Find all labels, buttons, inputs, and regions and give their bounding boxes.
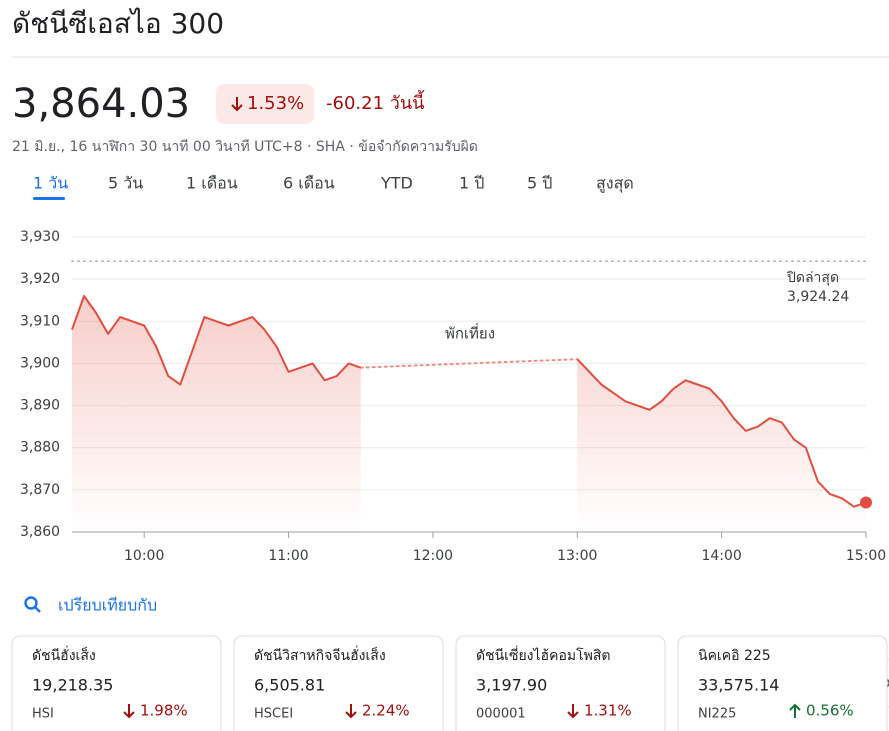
price-line (71, 295, 867, 508)
card-frame (233, 635, 444, 731)
compare-card[interactable]: ดัชนีเซี่ยงไฮ้คอมโพสิต 3,197.90 000001 1.31… (455, 635, 666, 731)
range-tab[interactable]: 5 ปี (527, 174, 552, 193)
last-point (860, 496, 872, 509)
price: 3,864.03 (12, 81, 190, 127)
change-arrow (231, 97, 243, 112)
x-tick-label: 12:00 (413, 548, 453, 564)
previous-close-label: ปิดล่าสุด (787, 270, 840, 286)
card-symbol: HSCEI (254, 707, 293, 722)
card-value: 3,197.90 (476, 676, 547, 695)
compare-card[interactable]: ดัชนีวิสาหกิจจีนฮั่งเส็ง 6,505.81 HSCEI 2.2… (233, 635, 444, 731)
lunch-annotation: พักเที่ยง (445, 323, 495, 343)
range-tab[interactable]: 1 เดือน (186, 174, 238, 193)
card-value: 19,218.35 (32, 676, 113, 695)
y-tick-label: 3,930 (20, 229, 60, 245)
card-symbol: NI225 (698, 707, 736, 722)
range-tab[interactable]: YTD (380, 174, 413, 193)
card-change: 1.31% (584, 702, 632, 720)
x-tick-label: 11:00 (268, 548, 308, 564)
x-tick-label: 15:00 (846, 548, 886, 564)
range-tab[interactable]: 6 เดือน (283, 174, 335, 193)
card-arrow (345, 704, 357, 719)
range-tab[interactable]: 5 วัน (108, 174, 143, 193)
card-frame (677, 635, 888, 731)
range-tab[interactable]: 1 ปี (459, 174, 484, 193)
previous-close-value: 3,924.24 (787, 289, 849, 305)
page-title: ดัชนีซีเอสไอ 300 (12, 7, 224, 40)
change-percent: 1.53% (247, 93, 304, 114)
y-tick-label: 3,880 (20, 440, 60, 456)
compare-card[interactable]: นิคเคอิ 225 33,575.14 NI225 0.56% (677, 635, 888, 731)
range-tab[interactable]: สูงสุด (596, 174, 634, 194)
card-value: 33,575.14 (698, 676, 779, 695)
card-name: ดัชนีเซี่ยงไฮ้คอมโพสิต (476, 646, 610, 664)
search-icon[interactable] (24, 596, 41, 613)
tab-underline (33, 197, 65, 200)
card-frame (11, 635, 222, 731)
card-change: 1.98% (140, 702, 188, 720)
area (72, 296, 866, 532)
y-tick-label: 3,890 (20, 398, 60, 414)
card-frame (455, 635, 666, 731)
card-arrow (789, 703, 801, 718)
lunch-connector (359, 358, 579, 369)
change-value: -60.21 วันนี้ (326, 90, 425, 114)
card-change: 2.24% (362, 702, 410, 720)
compare-card[interactable]: ดัชนีฮั่งเส็ง 19,218.35 HSI 1.98% (11, 635, 222, 731)
y-tick-label: 3,910 (20, 313, 60, 329)
y-tick-label: 3,870 (20, 482, 60, 498)
card-arrow (567, 704, 579, 719)
card-name: ดัชนีฮั่งเส็ง (32, 646, 96, 664)
quote-meta: 21 มิ.ย., 16 นาฬิกา 30 นาที 00 วินาที UT… (12, 139, 478, 155)
card-name: นิคเคอิ 225 (698, 648, 771, 664)
card-change: 0.56% (806, 702, 854, 720)
x-tick-label: 13:00 (557, 548, 597, 564)
x-tick-label: 10:00 (124, 548, 164, 564)
x-tick-label: 14:00 (701, 548, 741, 564)
card-symbol: 000001 (476, 707, 526, 722)
y-tick-label: 3,920 (20, 271, 60, 287)
change-badge (216, 84, 314, 124)
card-value: 6,505.81 (254, 676, 325, 695)
card-symbol: HSI (32, 707, 54, 722)
range-tab[interactable]: 1 วัน (33, 174, 68, 193)
card-name: ดัชนีวิสาหกิจจีนฮั่งเส็ง (254, 646, 386, 664)
card-arrow (123, 704, 135, 719)
y-tick-label: 3,860 (20, 524, 60, 540)
compare-label[interactable]: เปรียบเทียบกับ (58, 596, 157, 615)
y-tick-label: 3,900 (20, 355, 60, 371)
